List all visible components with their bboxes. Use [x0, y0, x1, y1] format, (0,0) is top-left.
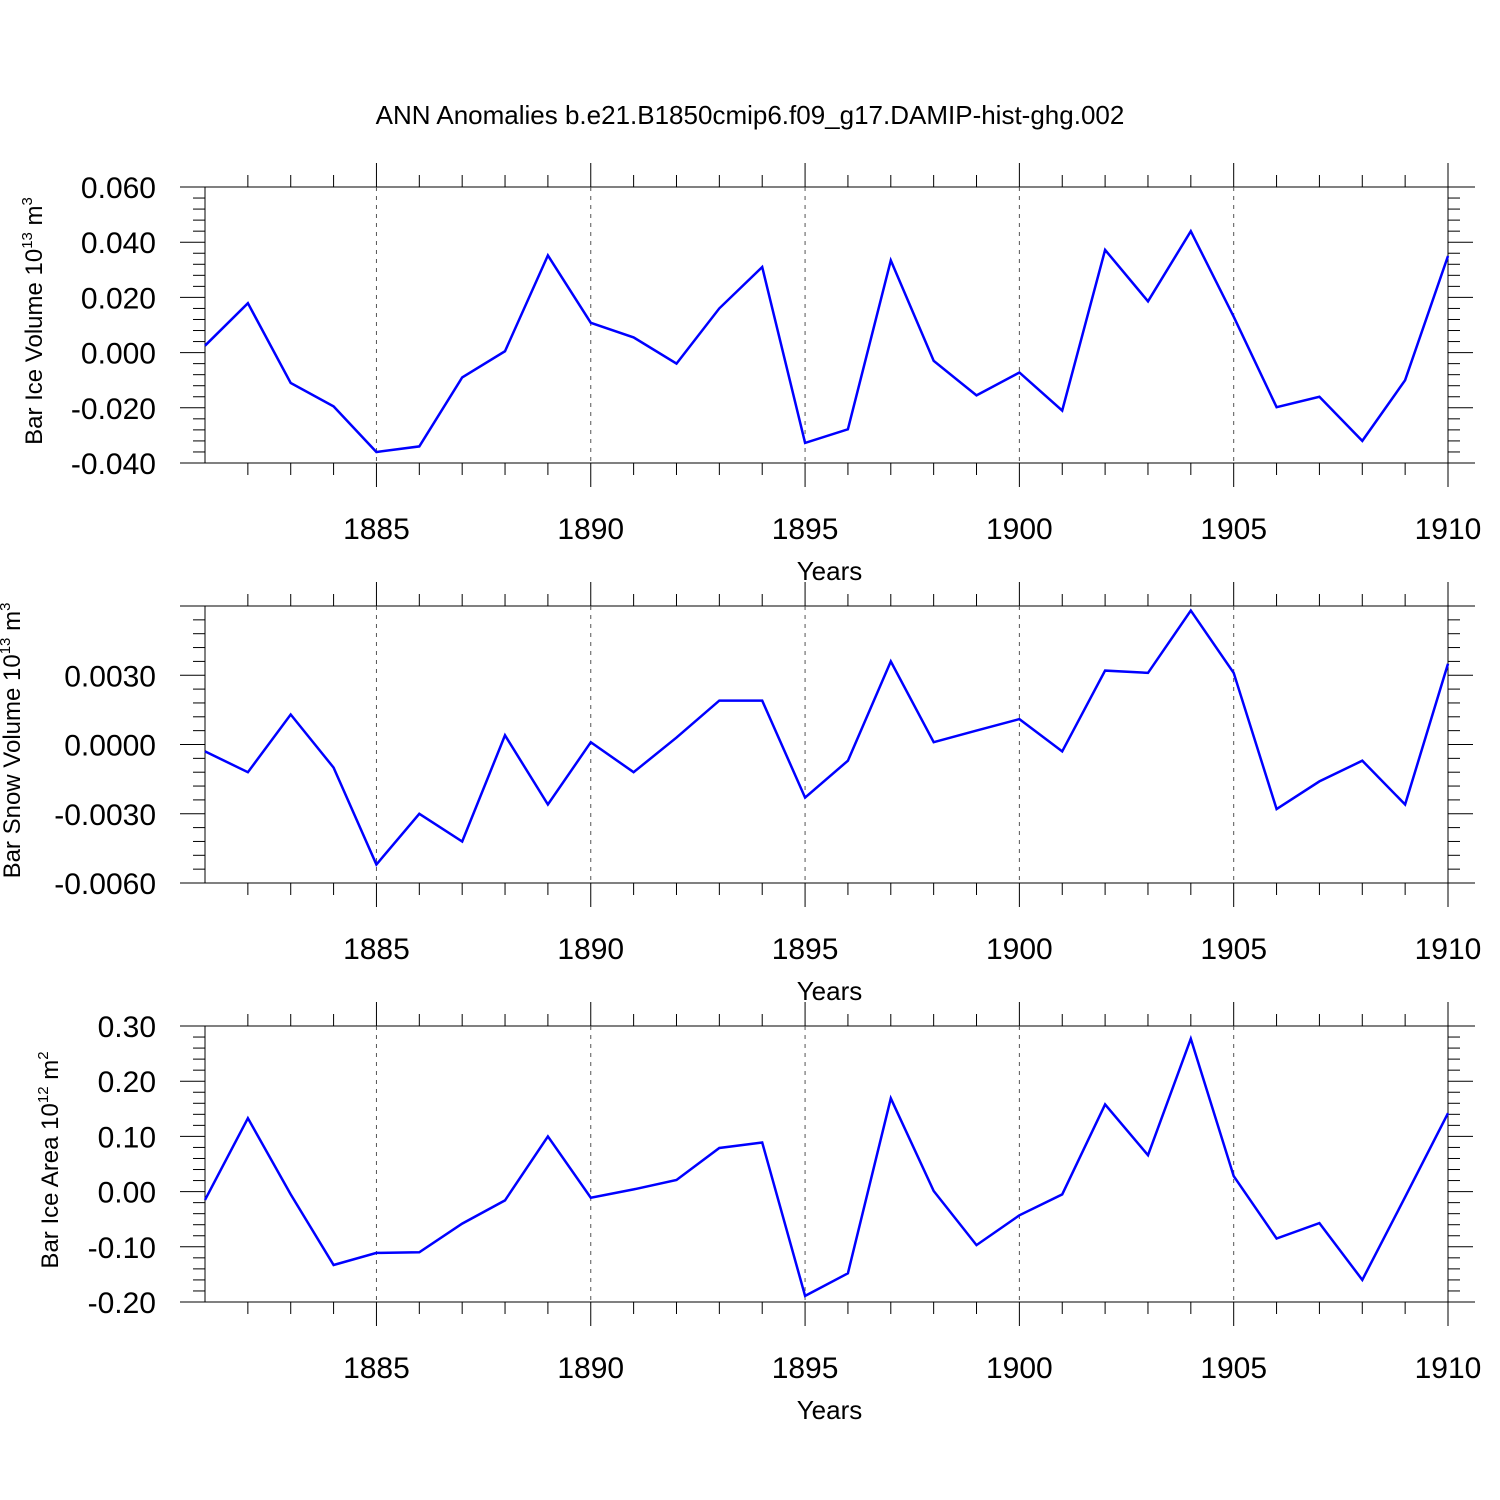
- y-tick-label: 0.10: [98, 1121, 156, 1154]
- x-tick-label: 1895: [772, 513, 839, 546]
- x-tick-label: 1910: [1415, 1352, 1482, 1385]
- y-tick-label: 0.060: [81, 172, 156, 205]
- x-tick-label: 1905: [1200, 513, 1267, 546]
- chart-panel-2: 1885 1890 1895 1900 1905 1910 -0.0060 -0.0030 0.…: [0, 582, 1481, 1006]
- x-tick-label: 1905: [1200, 933, 1267, 966]
- y-axis-label: Bar Snow Volume 1013 m3: [0, 603, 26, 879]
- y-axis-label: Bar Ice Area 1012 m2: [35, 1051, 64, 1268]
- y-tick-label: 0.0030: [64, 660, 156, 693]
- x-tick-label: 1905: [1200, 1352, 1267, 1385]
- x-tick-label: 1900: [986, 1352, 1053, 1385]
- y-tick-label: 0.040: [81, 227, 156, 260]
- x-tick-label: 1910: [1415, 933, 1482, 966]
- x-tick-label: 1900: [986, 933, 1053, 966]
- x-tick-label: 1890: [557, 513, 624, 546]
- y-tick-label: -0.20: [88, 1287, 156, 1320]
- x-tick-label: 1885: [343, 1352, 410, 1385]
- y-tick-label: -0.040: [71, 448, 156, 481]
- x-axis-label: Years: [797, 1395, 863, 1425]
- x-tick-label: 1895: [772, 1352, 839, 1385]
- chart-panel-1: 1885 1890 1895 1900 1905 1910 -0.040 -0.020 0.00…: [19, 163, 1481, 586]
- x-axis-label: Years: [797, 976, 863, 1006]
- y-tick-label: 0.30: [98, 1011, 156, 1044]
- chart-panel-3: 1885 1890 1895 1900 1905 1910 -0.20 -0.10 0.00 0.…: [35, 1002, 1481, 1425]
- series-line: [204, 228, 1450, 454]
- x-tick-label: 1885: [343, 513, 410, 546]
- y-tick-label: -0.0060: [54, 868, 156, 901]
- figure-title: ANN Anomalies b.e21.B1850cmip6.f09_g17.D…: [376, 100, 1125, 130]
- x-tick-label: 1910: [1415, 513, 1482, 546]
- x-axis-label: Years: [797, 556, 863, 586]
- y-axis-label: Bar Ice Volume 1013 m3: [19, 197, 48, 445]
- y-tick-label: 0.0000: [64, 730, 156, 763]
- series-line: [204, 608, 1450, 867]
- y-tick-label: -0.020: [71, 393, 156, 426]
- y-tick-label: 0.20: [98, 1066, 156, 1099]
- x-tick-label: 1890: [557, 1352, 624, 1385]
- x-tick-label: 1890: [557, 933, 624, 966]
- y-tick-label: 0.00: [98, 1177, 156, 1210]
- series-line: [203, 1034, 1450, 1298]
- y-tick-label: -0.10: [88, 1232, 156, 1265]
- y-tick-label: 0.000: [81, 338, 156, 371]
- x-tick-label: 1885: [343, 933, 410, 966]
- x-tick-label: 1900: [986, 513, 1053, 546]
- x-tick-label: 1895: [772, 933, 839, 966]
- y-tick-label: -0.0030: [54, 799, 156, 832]
- y-tick-label: 0.020: [81, 282, 156, 315]
